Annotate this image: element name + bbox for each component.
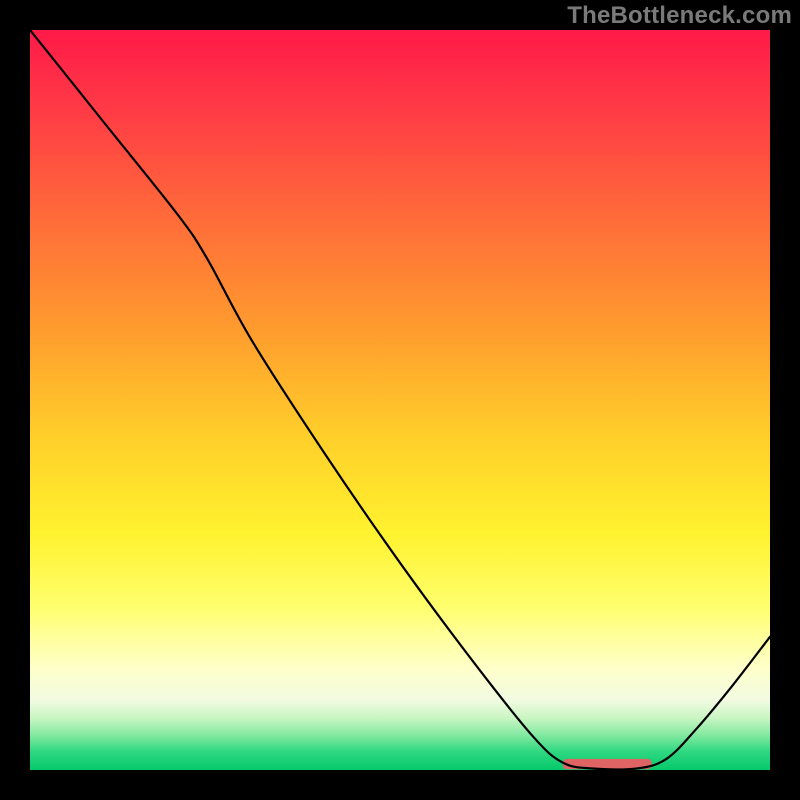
- watermark-text: TheBottleneck.com: [567, 2, 792, 30]
- plot-background: [30, 30, 770, 770]
- bottleneck-chart: [0, 0, 800, 800]
- stage: TheBottleneck.com: [0, 0, 800, 800]
